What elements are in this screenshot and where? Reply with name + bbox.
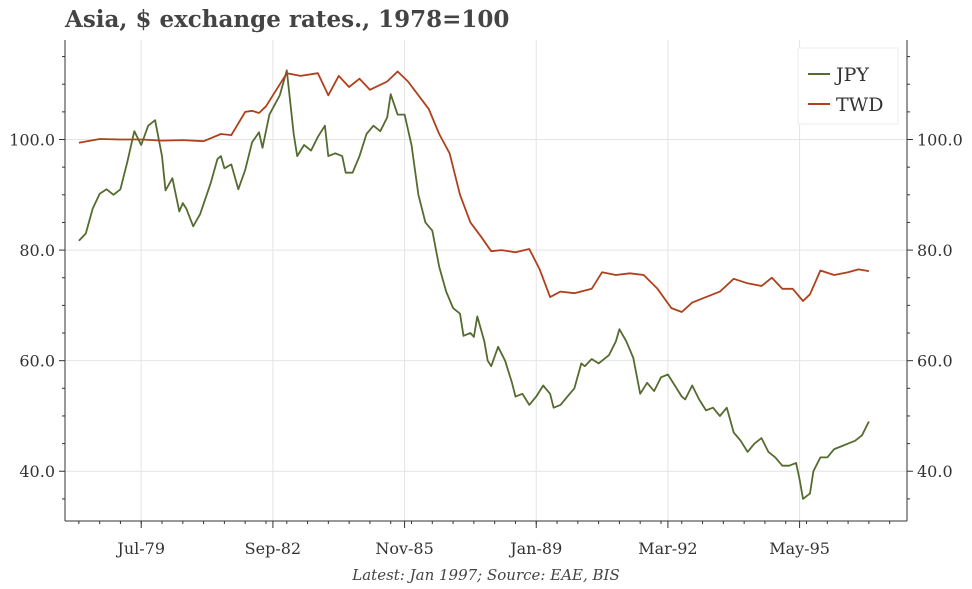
y-tick-label-right: 80.0 (917, 241, 953, 260)
x-tick-label: Nov-85 (375, 539, 433, 558)
series-line-twd (78, 70, 870, 313)
series-line-jpy (78, 69, 870, 500)
y-tick-label-left: 80.0 (19, 241, 55, 260)
legend-box (797, 47, 899, 125)
x-tick-label: Sep-82 (245, 539, 301, 558)
y-tick-label-left: 40.0 (19, 462, 55, 481)
x-tick-label: May-95 (769, 539, 830, 558)
legend: JPY TWD (797, 47, 899, 125)
series (78, 69, 870, 500)
y-tick-label-left: 60.0 (19, 352, 55, 371)
y-tick-label-left: 100.0 (9, 131, 55, 150)
source-footnote: Latest: Jan 1997; Source: EAE, BIS (352, 566, 620, 584)
x-tick-label: Mar-92 (638, 539, 697, 558)
axes: 40.0 40.0 60.0 60.0 80.0 80.0 100.0 100.0 Jul-79… (9, 40, 963, 558)
x-tick-label: Jul-79 (115, 539, 165, 558)
x-tick-label: Jan-89 (508, 539, 562, 558)
y-tick-label-right: 60.0 (917, 352, 953, 371)
grid (65, 40, 907, 521)
chart-title: Asia, $ exchange rates., 1978=100 (65, 6, 510, 33)
y-tick-label-right: 40.0 (917, 462, 953, 481)
legend-label-twd: TWD (836, 94, 883, 116)
y-tick-label-right: 100.0 (917, 131, 963, 150)
legend-label-jpy: JPY (834, 64, 869, 86)
